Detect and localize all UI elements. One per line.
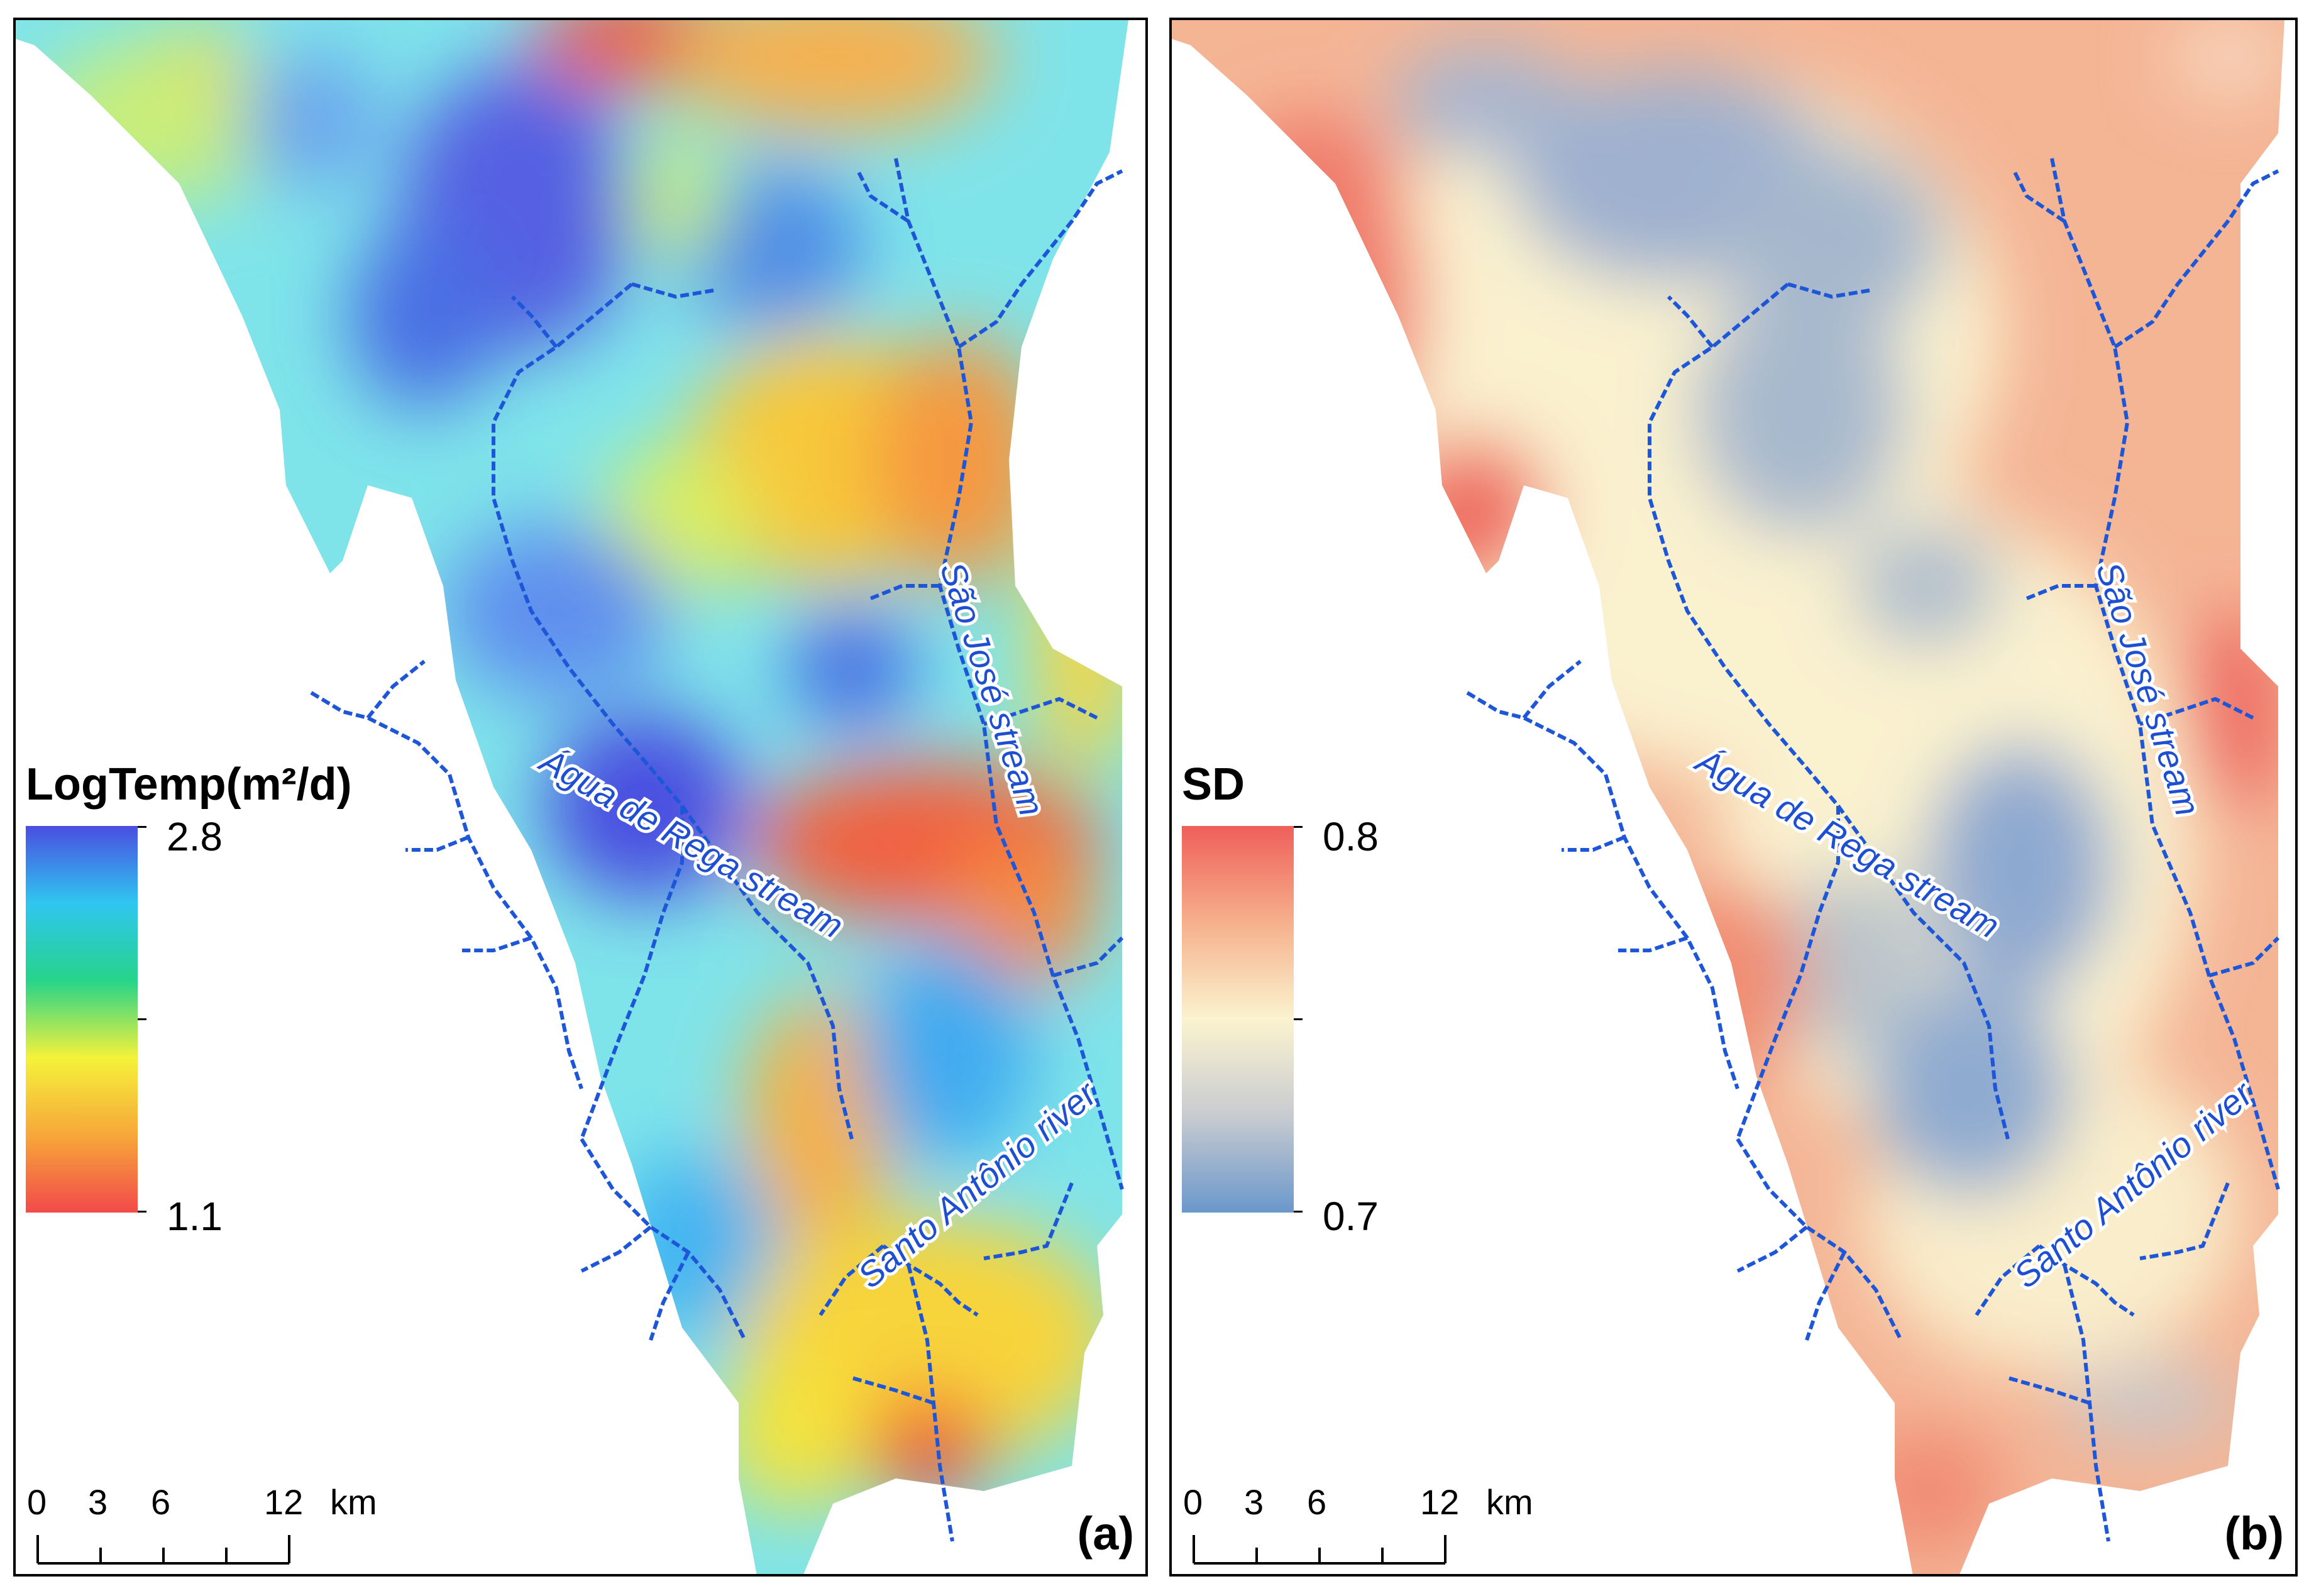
scale-bar-lines: [36, 1535, 290, 1565]
scale-tick-3: 3: [1244, 1482, 1264, 1522]
river-network-icon: [310, 158, 1124, 1542]
scale-tick-6: 6: [1307, 1482, 1327, 1522]
legend-min-value: 0.7: [1323, 1194, 1379, 1239]
legend-tick-bottom: [1294, 1211, 1303, 1213]
legend-max-value: 0.8: [1323, 814, 1379, 859]
legend-min-value: 1.1: [167, 1194, 223, 1239]
scale-unit: km: [330, 1482, 377, 1522]
scale-tick-12: 12: [1420, 1482, 1460, 1522]
scale-tick-6: 6: [151, 1482, 171, 1522]
legend-tick-bottom: [138, 1211, 146, 1213]
standard-deviation-map: Água de Rega stream São José stream Sant…: [1172, 20, 2284, 1574]
legend-colorbar-icon: [26, 826, 138, 1213]
scale-tick-12: 12: [264, 1482, 304, 1522]
legend-title: LogTemp(m²/d): [26, 759, 352, 810]
scale-tick-0: 0: [1183, 1482, 1203, 1522]
legend-tick-top: [138, 826, 146, 828]
panel-label-a: (a): [1077, 1507, 1134, 1560]
scale-unit: km: [1486, 1482, 1533, 1522]
panel-label-b: (b): [2224, 1507, 2284, 1560]
scale-tick-3: 3: [88, 1482, 108, 1522]
river-network-icon: [1466, 158, 2280, 1542]
legend-tick-mid: [1294, 1018, 1303, 1020]
map-panel-b: Água de Rega stream São José stream Sant…: [1169, 18, 2298, 1577]
legend-colorbar-icon: [1182, 826, 1294, 1213]
scale-tick-0: 0: [27, 1482, 47, 1522]
legend-tick-mid: [138, 1018, 146, 1020]
transmissivity-map: Água de Rega stream São José stream Sant…: [16, 20, 1128, 1574]
map-panel-a: Água de Rega stream São José stream Sant…: [13, 18, 1148, 1577]
legend-tick-top: [1294, 826, 1303, 828]
legend-max-value: 2.8: [167, 814, 223, 859]
legend-title: SD: [1182, 759, 1245, 810]
scale-bar-lines: [1193, 1535, 1447, 1565]
